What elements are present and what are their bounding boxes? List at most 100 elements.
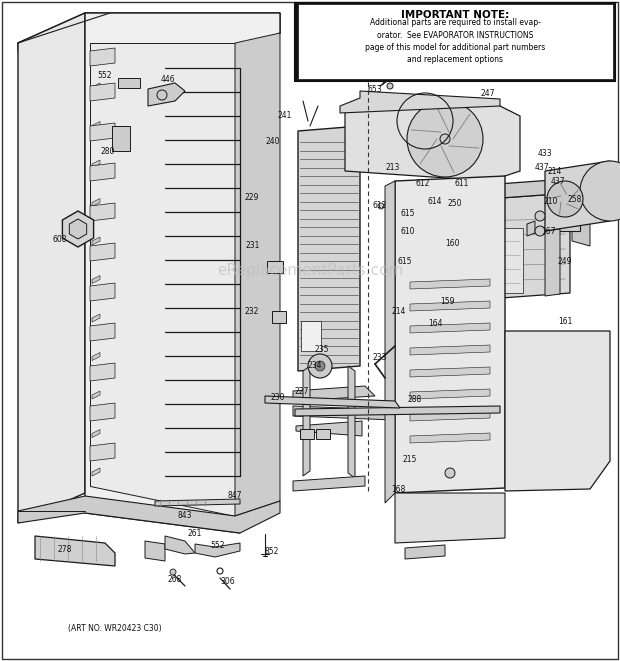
Polygon shape <box>165 536 195 554</box>
Bar <box>545 181 580 231</box>
Text: 552: 552 <box>98 71 112 81</box>
Polygon shape <box>545 161 610 231</box>
Polygon shape <box>410 301 490 311</box>
Polygon shape <box>35 536 115 566</box>
Text: 847: 847 <box>228 492 242 500</box>
Polygon shape <box>410 411 490 421</box>
Polygon shape <box>340 91 500 113</box>
Polygon shape <box>90 403 115 421</box>
Polygon shape <box>90 363 115 381</box>
Bar <box>112 126 130 151</box>
Bar <box>468 228 523 293</box>
Polygon shape <box>90 43 235 516</box>
Polygon shape <box>295 406 500 416</box>
Polygon shape <box>410 279 490 289</box>
Text: 652: 652 <box>368 69 383 77</box>
Text: 268: 268 <box>168 574 182 584</box>
Polygon shape <box>505 331 610 491</box>
Text: 213: 213 <box>386 163 400 173</box>
Bar <box>118 78 140 88</box>
Polygon shape <box>293 386 375 401</box>
Circle shape <box>535 226 545 236</box>
Polygon shape <box>92 391 100 399</box>
Circle shape <box>420 236 440 256</box>
Polygon shape <box>92 122 100 130</box>
Polygon shape <box>235 33 280 516</box>
Text: 233: 233 <box>373 354 388 362</box>
Polygon shape <box>303 366 310 476</box>
Text: 160: 160 <box>445 239 459 247</box>
Polygon shape <box>155 499 240 506</box>
Text: 230: 230 <box>271 393 285 401</box>
Circle shape <box>422 205 434 217</box>
Text: 234: 234 <box>308 360 322 369</box>
Circle shape <box>387 83 393 89</box>
Text: 258: 258 <box>568 194 582 204</box>
Polygon shape <box>410 323 490 333</box>
Text: 278: 278 <box>58 545 72 553</box>
Circle shape <box>445 468 455 478</box>
Text: 433: 433 <box>538 149 552 157</box>
Polygon shape <box>90 243 115 261</box>
Circle shape <box>580 161 620 221</box>
Text: 247: 247 <box>480 89 495 98</box>
Polygon shape <box>90 83 115 101</box>
Text: 159: 159 <box>440 297 454 305</box>
Polygon shape <box>545 229 560 296</box>
Text: 168: 168 <box>391 485 405 494</box>
Text: 612: 612 <box>373 202 387 210</box>
Text: 610: 610 <box>401 227 415 235</box>
Polygon shape <box>90 323 115 341</box>
Polygon shape <box>145 541 165 561</box>
Text: 608: 608 <box>53 235 67 243</box>
Text: 612: 612 <box>416 178 430 188</box>
Polygon shape <box>92 352 100 360</box>
Polygon shape <box>455 216 460 273</box>
Bar <box>298 4 613 79</box>
Polygon shape <box>460 178 580 201</box>
Text: 552: 552 <box>211 541 225 551</box>
Text: 249: 249 <box>558 256 572 266</box>
Bar <box>300 429 314 439</box>
Polygon shape <box>69 219 87 239</box>
Circle shape <box>547 181 583 217</box>
Polygon shape <box>92 468 100 476</box>
Polygon shape <box>63 211 94 247</box>
Polygon shape <box>460 193 570 301</box>
Polygon shape <box>572 181 590 246</box>
Circle shape <box>535 211 545 221</box>
Circle shape <box>440 134 450 144</box>
Polygon shape <box>92 314 100 322</box>
Text: 852: 852 <box>265 547 279 555</box>
Polygon shape <box>298 126 360 371</box>
Text: 214: 214 <box>548 167 562 176</box>
Circle shape <box>415 261 425 271</box>
Polygon shape <box>385 181 395 503</box>
Polygon shape <box>148 83 185 106</box>
Polygon shape <box>195 543 240 557</box>
Polygon shape <box>92 83 100 91</box>
Circle shape <box>315 361 325 371</box>
Polygon shape <box>92 160 100 168</box>
Text: 215: 215 <box>403 455 417 463</box>
Polygon shape <box>92 430 100 438</box>
Text: 210: 210 <box>544 196 558 206</box>
Text: 437: 437 <box>534 163 549 173</box>
Bar <box>316 429 330 439</box>
Text: 280: 280 <box>101 147 115 155</box>
Circle shape <box>170 569 176 575</box>
Text: eReplacementParts.com: eReplacementParts.com <box>217 264 403 278</box>
Text: 446: 446 <box>161 75 175 83</box>
Polygon shape <box>440 301 460 333</box>
Circle shape <box>308 354 332 378</box>
Circle shape <box>407 101 483 177</box>
Polygon shape <box>410 367 490 377</box>
Polygon shape <box>18 13 280 51</box>
Text: 164: 164 <box>428 319 442 327</box>
Polygon shape <box>85 13 280 533</box>
Polygon shape <box>92 237 100 245</box>
Polygon shape <box>90 163 115 181</box>
Polygon shape <box>265 396 400 408</box>
Bar <box>272 311 286 323</box>
Polygon shape <box>410 345 490 355</box>
